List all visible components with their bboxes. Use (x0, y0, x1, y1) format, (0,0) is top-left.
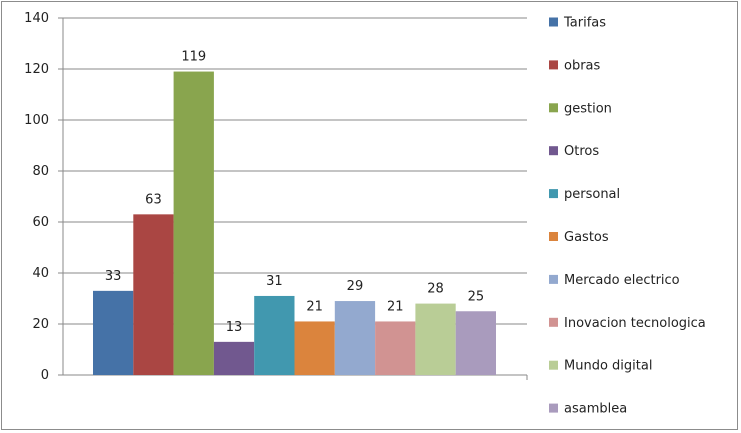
legend-label: Mundo digital (564, 359, 652, 374)
y-tick-label: 0 (41, 368, 49, 383)
data-label: 119 (181, 50, 206, 65)
legend-swatch (549, 317, 558, 327)
legend-swatch (549, 103, 558, 113)
bar-otros (213, 341, 255, 375)
y-tick-label: 140 (24, 11, 49, 26)
legend-label: personal (564, 187, 620, 202)
y-tick-label: 20 (32, 317, 49, 332)
bar-obras (133, 214, 174, 375)
bar-gestion (173, 71, 214, 376)
legend-swatch (549, 274, 558, 284)
legend-swatch (549, 60, 558, 70)
legend-label: Mercado electrico (564, 273, 680, 288)
bar-personal (254, 295, 295, 375)
legend-swatch (549, 232, 558, 241)
legend-label: gestion (564, 101, 612, 116)
bar-mercado-electrico (334, 301, 376, 375)
data-label: 63 (145, 192, 162, 207)
legend-label: obras (564, 58, 601, 73)
bar-asamblea (455, 311, 496, 375)
data-label: 13 (226, 320, 243, 335)
legend: Tarifas obras gestion Otros personal Gastos Me… (549, 16, 706, 417)
bars (93, 71, 496, 376)
bar-inovacion-tecnologica (375, 321, 416, 375)
data-label: 21 (306, 299, 323, 314)
bar-tarifas (93, 290, 134, 375)
legend-swatch (549, 17, 558, 27)
y-tick-label: 60 (32, 215, 49, 230)
legend-swatch (549, 403, 558, 413)
bar-mundo-digital (415, 303, 456, 375)
data-label: 31 (266, 274, 283, 289)
legend-label: Tarifas (563, 16, 606, 31)
y-tick-labels: 0 20 40 60 80 100 120 140 (24, 11, 49, 383)
data-label: 33 (105, 269, 122, 284)
y-tick-label: 100 (24, 113, 49, 128)
y-tick-label: 40 (32, 266, 49, 281)
y-tick-label: 120 (24, 62, 49, 77)
gridlines (63, 17, 527, 325)
data-labels: 33 63 119 13 31 21 29 21 28 25 (105, 50, 484, 335)
y-tick-label: 80 (32, 164, 49, 179)
data-label: 25 (468, 289, 485, 304)
legend-label: Otros (564, 144, 599, 159)
legend-swatch (549, 360, 558, 370)
data-label: 29 (347, 279, 364, 294)
legend-label: Inovacion tecnologica (564, 316, 706, 331)
legend-label: Gastos (564, 230, 609, 245)
data-label: 21 (387, 299, 404, 314)
legend-swatch (549, 146, 558, 156)
legend-swatch (549, 189, 558, 199)
legend-label: asamblea (564, 402, 627, 417)
bar-gastos (294, 321, 335, 375)
data-label: 28 (427, 282, 444, 297)
